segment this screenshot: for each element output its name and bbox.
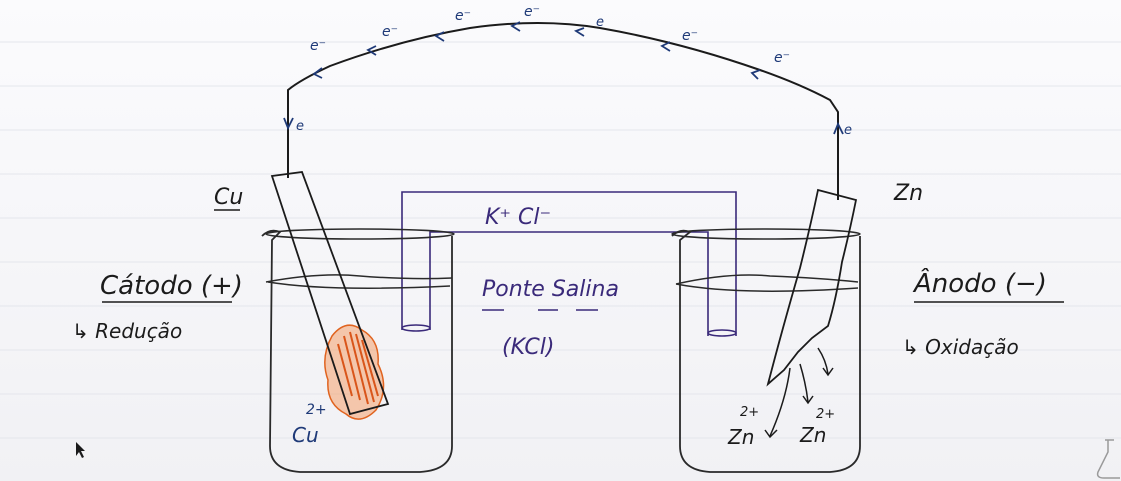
salt-bridge xyxy=(401,191,737,336)
cathode-ion-charge: 2+ xyxy=(306,402,327,418)
zinc-dissolving-arrows xyxy=(764,347,834,439)
salt-bridge-plug-left xyxy=(401,324,431,332)
electron-arrows xyxy=(283,21,844,135)
anode-beaker-rim xyxy=(671,228,861,240)
electron-label: e⁻ xyxy=(455,8,471,24)
anode-title: Ânodo (−) xyxy=(912,267,1047,299)
cathode-process: ↳ Redução xyxy=(72,319,182,343)
electron-label: e⁻ xyxy=(382,24,398,40)
zinc-electrode xyxy=(766,188,858,387)
salt-bridge-formula: (KCl) xyxy=(502,335,554,360)
copper-electrode xyxy=(270,171,390,416)
anode-process: ↳ Oxidação xyxy=(902,335,1019,359)
electron-label: e⁻ xyxy=(682,28,698,44)
cathode-title: Cátodo (+) xyxy=(100,271,243,301)
cathode-beaker-rim xyxy=(265,228,455,240)
electron-label: e⁻ xyxy=(774,50,790,66)
anode-ion-metal: Zn xyxy=(799,423,826,447)
electron-label: e xyxy=(296,119,304,134)
electron-label: e xyxy=(844,123,852,138)
anode-solution-surface xyxy=(675,274,859,292)
anode-metal-label: Zn xyxy=(893,181,923,206)
external-wire xyxy=(287,22,839,200)
ruled-lines xyxy=(0,41,1121,439)
electron-label: e xyxy=(596,15,604,30)
electron-label: e⁻ xyxy=(310,38,326,54)
anode-ion-charge: 2+ xyxy=(740,405,759,420)
salt-bridge-name: Ponte Salina xyxy=(482,277,619,302)
cathode-deposit-metal: Cu xyxy=(292,423,319,447)
anode-ion-charge: 2+ xyxy=(816,407,835,422)
electron-label: e⁻ xyxy=(524,4,540,20)
copper-deposit-hatching xyxy=(337,331,379,405)
mouse-cursor-icon xyxy=(76,442,85,458)
anode-ion-metal: Zn xyxy=(727,425,754,449)
flask-icon xyxy=(1096,439,1120,479)
copper-deposit xyxy=(324,324,385,420)
salt-bridge-ions: K⁺ Cl⁻ xyxy=(485,205,551,230)
anode-beaker xyxy=(671,229,861,473)
electron-labels: e⁻ e⁻ e⁻ e⁻ e e⁻ e⁻ e e xyxy=(296,4,852,138)
cathode-beaker xyxy=(261,229,453,473)
cathode-metal-label: Cu xyxy=(214,185,243,210)
cathode-solution-surface xyxy=(265,274,453,289)
salt-bridge-plug-right xyxy=(707,329,737,337)
